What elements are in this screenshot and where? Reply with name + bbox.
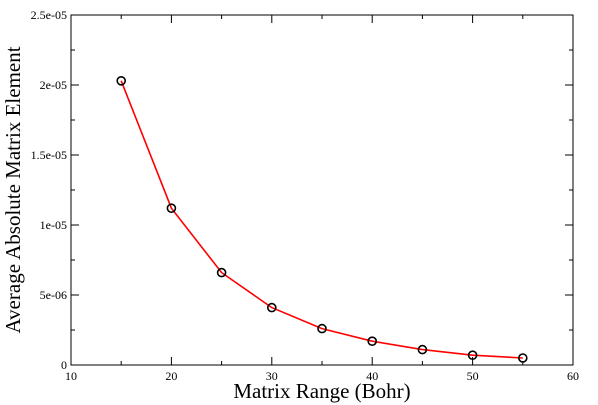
data-point: [116, 76, 126, 86]
plot-frame: [70, 14, 574, 366]
x-tick-label: 60: [567, 369, 579, 383]
series-line: [120, 80, 523, 359]
data-point: [467, 350, 478, 361]
x-tick-label: 40: [366, 369, 378, 383]
x-tick-label: 10: [65, 369, 77, 383]
y-tick-label: 1e-05: [40, 218, 67, 232]
x-axis-ticks: 10 20 30 40 50 60: [65, 15, 579, 383]
y-tick-label: 1.5e-05: [31, 148, 67, 162]
x-tick-label: 30: [266, 369, 278, 383]
data-point: [166, 203, 177, 213]
data-point: [367, 336, 378, 347]
data-point: [417, 344, 428, 355]
x-tick-label: 20: [165, 369, 177, 383]
y-tick-label: 5e-06: [40, 288, 67, 302]
x-tick-label: 50: [467, 369, 479, 383]
x-axis-title: Matrix Range (Bohr): [233, 379, 410, 403]
y-axis-title: Average Absolute Matrix Element: [1, 46, 25, 333]
series-layer: [116, 76, 528, 363]
y-tick-label: 0: [61, 358, 67, 372]
y-tick-label: 2.5e-05: [31, 8, 67, 22]
data-point: [517, 353, 528, 363]
data-point: [216, 267, 227, 278]
y-axis-ticks: 0 5e-06 1e-05 1.5e-05 2e-05 2.5e-05: [31, 8, 573, 372]
data-point: [317, 323, 327, 334]
y-tick-label: 2e-05: [40, 78, 67, 92]
data-point: [266, 302, 277, 313]
